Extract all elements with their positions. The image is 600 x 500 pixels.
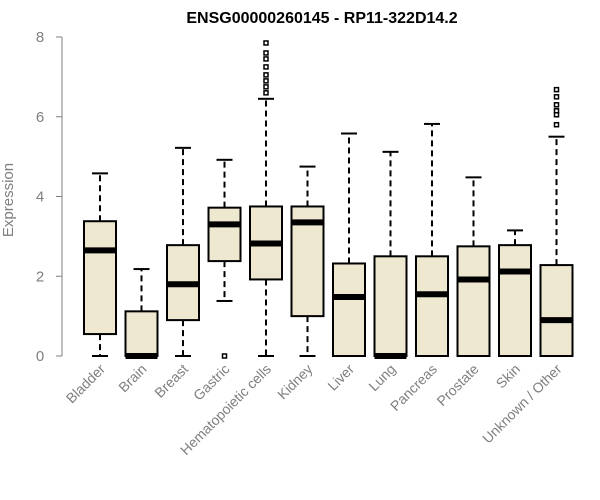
outlier-point — [263, 78, 269, 84]
x-category-label: Unknown / Other — [479, 361, 565, 447]
outlier-point — [553, 86, 560, 93]
y-tick-label: 8 — [36, 29, 44, 46]
box-7 — [373, 150, 408, 359]
x-category-label: Bladder — [63, 361, 109, 407]
box-10 — [498, 229, 532, 358]
box-6 — [332, 132, 366, 357]
box-5 — [290, 165, 325, 357]
x-category-label: Skin — [493, 361, 524, 392]
box-2 — [166, 146, 200, 357]
box-group — [83, 40, 574, 359]
outlier-point — [263, 90, 269, 96]
y-tick-label: 6 — [36, 109, 44, 126]
box-rect — [332, 262, 366, 357]
x-category-label: Lung — [365, 361, 398, 394]
box-1 — [124, 268, 159, 359]
chart-title: ENSG00000260145 - RP11-322D14.2 — [186, 10, 457, 27]
box-rect — [373, 255, 408, 357]
outlier-point — [263, 72, 269, 78]
y-axis: 0 2 4 6 8 — [36, 29, 63, 365]
box-rect — [539, 264, 574, 357]
outlier-point — [263, 64, 269, 70]
x-category-label: Brain — [115, 361, 149, 395]
box-rect — [498, 244, 532, 358]
box-rect — [456, 245, 491, 357]
box-rect — [83, 220, 117, 336]
y-axis-title: Expression — [0, 163, 17, 237]
box-9 — [456, 176, 491, 357]
box-0 — [83, 172, 117, 357]
outlier-point — [553, 102, 560, 108]
y-tick-label: 2 — [36, 268, 44, 285]
box-11 — [539, 86, 574, 357]
box-4 — [249, 40, 283, 357]
outlier-point — [263, 40, 269, 46]
outlier-point — [263, 50, 269, 56]
outlier-point — [263, 56, 269, 62]
y-tick-label: 4 — [36, 189, 44, 206]
outlier-point — [263, 84, 269, 90]
outlier-point — [553, 121, 560, 128]
outlier-point — [553, 94, 560, 100]
box-3 — [207, 158, 242, 359]
x-category-label: Kidney — [274, 361, 316, 403]
y-tick-label: 0 — [36, 348, 44, 365]
x-category-label: Liver — [324, 361, 357, 394]
x-category-label: Breast — [151, 361, 191, 401]
outlier-point — [553, 108, 560, 114]
box-rect — [415, 255, 449, 357]
outlier-point — [221, 353, 228, 359]
box-8 — [415, 122, 449, 357]
box-rect — [124, 310, 159, 357]
x-category-label: Prostate — [433, 361, 481, 409]
box-rect — [207, 206, 242, 263]
